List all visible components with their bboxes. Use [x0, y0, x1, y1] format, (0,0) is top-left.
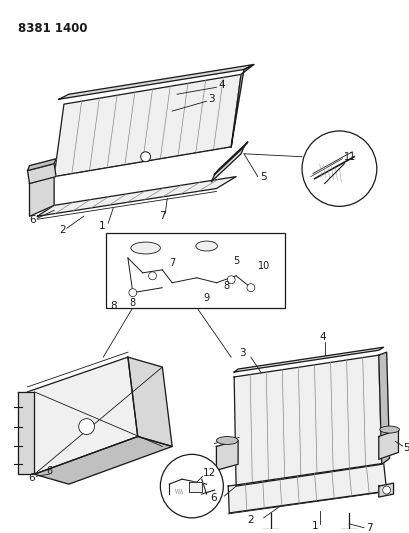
Polygon shape — [378, 352, 389, 464]
Polygon shape — [59, 64, 253, 99]
Text: 5: 5 — [232, 256, 239, 266]
Polygon shape — [27, 159, 56, 171]
Circle shape — [79, 418, 94, 434]
Ellipse shape — [130, 242, 160, 254]
Circle shape — [246, 284, 254, 292]
Polygon shape — [214, 142, 247, 175]
Circle shape — [382, 486, 390, 494]
Polygon shape — [378, 483, 393, 497]
Polygon shape — [18, 392, 34, 474]
Text: 5: 5 — [259, 172, 266, 182]
Text: 8: 8 — [222, 281, 229, 290]
Polygon shape — [211, 147, 243, 182]
Polygon shape — [27, 357, 137, 474]
Text: 6: 6 — [46, 466, 52, 476]
Polygon shape — [378, 430, 398, 459]
Text: 8: 8 — [129, 297, 135, 308]
Text: 4: 4 — [218, 80, 225, 90]
Polygon shape — [37, 176, 236, 216]
Ellipse shape — [196, 241, 217, 251]
Polygon shape — [34, 437, 172, 484]
Polygon shape — [216, 440, 238, 470]
Polygon shape — [231, 64, 253, 147]
Text: 7: 7 — [159, 211, 166, 221]
Text: 6: 6 — [28, 473, 34, 483]
Circle shape — [301, 131, 376, 206]
Text: 2: 2 — [247, 515, 253, 525]
Polygon shape — [189, 482, 201, 492]
Text: 3: 3 — [239, 348, 245, 358]
Text: 9: 9 — [203, 293, 209, 303]
Text: 11: 11 — [344, 152, 356, 161]
Bar — [106, 233, 285, 308]
Text: 7: 7 — [169, 258, 175, 268]
Polygon shape — [54, 75, 240, 176]
Text: 1: 1 — [311, 521, 317, 531]
Ellipse shape — [216, 437, 238, 445]
Text: 12: 12 — [202, 468, 216, 478]
Circle shape — [160, 454, 223, 518]
Text: 3: 3 — [208, 94, 215, 104]
Polygon shape — [27, 164, 56, 183]
Text: 7: 7 — [365, 523, 372, 533]
Text: 6: 6 — [29, 215, 36, 225]
Polygon shape — [128, 357, 172, 447]
Text: 10: 10 — [257, 261, 270, 271]
Polygon shape — [234, 355, 381, 486]
Circle shape — [128, 289, 137, 297]
Text: 4: 4 — [319, 332, 325, 342]
Text: 8: 8 — [110, 301, 116, 311]
Circle shape — [227, 276, 235, 284]
Text: 6: 6 — [209, 493, 216, 503]
Text: 8381 1400: 8381 1400 — [18, 22, 87, 35]
Polygon shape — [234, 347, 383, 372]
Circle shape — [148, 272, 156, 280]
Polygon shape — [29, 176, 54, 216]
Text: 5: 5 — [402, 443, 409, 454]
Polygon shape — [228, 463, 386, 513]
Ellipse shape — [379, 426, 398, 433]
Text: 1: 1 — [98, 221, 105, 231]
Circle shape — [140, 152, 150, 161]
Text: 2: 2 — [59, 225, 65, 235]
